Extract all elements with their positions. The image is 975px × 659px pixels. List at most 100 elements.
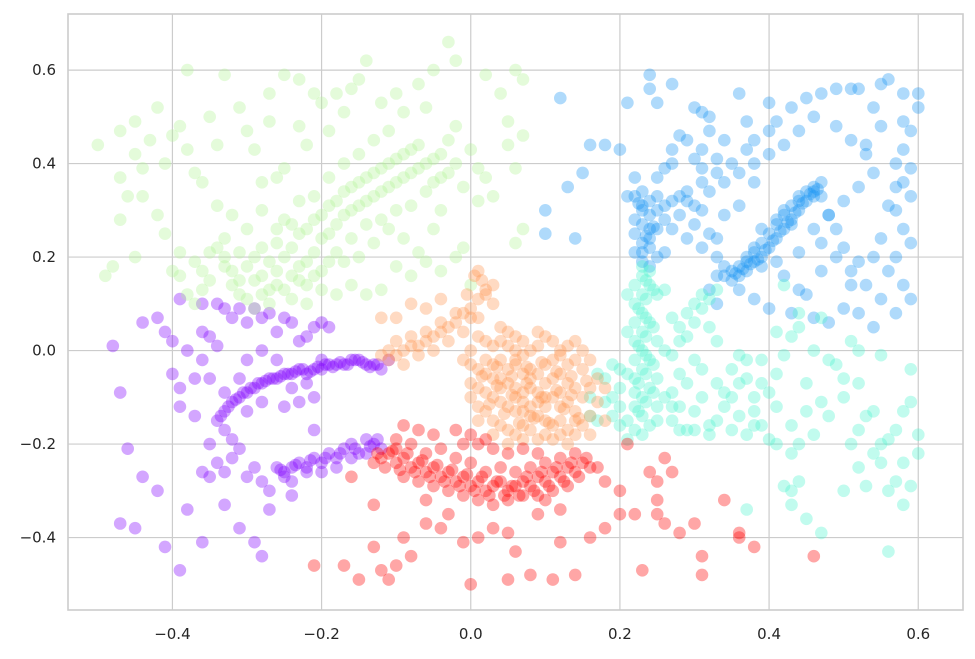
scatter-point	[404, 297, 418, 311]
scatter-point	[591, 395, 604, 409]
scatter-point	[285, 292, 299, 306]
scatter-point	[509, 428, 522, 442]
scatter-point	[736, 262, 750, 276]
scatter-point	[755, 260, 768, 273]
scatter-point	[427, 479, 440, 493]
x-tick-label: 0.4	[757, 625, 781, 643]
x-tick-label: 0.2	[608, 625, 632, 643]
scatter-point	[270, 222, 284, 236]
scatter-point	[263, 306, 276, 320]
scatter-point	[348, 353, 362, 367]
scatter-point	[710, 297, 724, 311]
scatter-point	[501, 447, 515, 460]
scatter-point	[121, 190, 134, 203]
scatter-point	[218, 498, 231, 512]
scatter-point	[229, 393, 243, 406]
scatter-point	[639, 348, 653, 362]
scatter-point	[337, 185, 351, 198]
scatter-point	[874, 456, 888, 470]
scatter-point	[837, 391, 850, 404]
scatter-point	[505, 388, 519, 402]
scatter-point	[852, 180, 865, 194]
scatter-point	[471, 381, 485, 395]
scatter-point	[501, 138, 515, 152]
scatter-point	[509, 344, 522, 357]
scatter-point	[337, 157, 351, 170]
scatter-point	[255, 475, 269, 488]
scatter-point	[785, 218, 798, 231]
scatter-point	[419, 334, 433, 348]
scatter-point	[636, 363, 649, 376]
scatter-point	[315, 208, 328, 222]
scatter-point	[680, 330, 694, 343]
scatter-point	[397, 419, 410, 432]
scatter-point	[501, 325, 515, 339]
series-5	[307, 419, 821, 591]
scatter-point	[307, 320, 321, 334]
scatter-point	[695, 143, 709, 156]
scatter-point	[740, 353, 753, 367]
scatter-point	[300, 138, 314, 152]
scatter-point	[912, 447, 925, 460]
scatter-point	[255, 176, 269, 189]
scatter-point	[650, 250, 664, 264]
scatter-point	[479, 353, 493, 367]
scatter-point	[475, 470, 489, 484]
scatter-point	[759, 243, 772, 257]
plot-frame	[67, 13, 964, 611]
scatter-point	[777, 208, 791, 222]
scatter-point	[859, 278, 873, 292]
scatter-point	[345, 82, 358, 96]
scatter-point	[494, 334, 507, 348]
scatter-point	[173, 246, 187, 259]
scatter-point	[322, 255, 336, 268]
scatter-point	[650, 493, 664, 507]
scatter-point	[453, 479, 466, 493]
scatter-point	[636, 391, 649, 404]
scatter-point	[397, 470, 410, 484]
scatter-point	[554, 348, 567, 362]
scatter-point	[255, 395, 269, 409]
scatter-point	[404, 143, 418, 156]
scatter-point	[307, 190, 321, 203]
scatter-point	[300, 255, 314, 268]
scatter-point	[546, 573, 560, 586]
scatter-point	[166, 367, 179, 381]
scatter-point	[419, 255, 433, 268]
scatter-point	[457, 489, 470, 502]
scatter-point	[800, 512, 813, 526]
scatter-point	[889, 306, 903, 320]
scatter-point	[486, 428, 500, 442]
scatter-point	[471, 162, 485, 175]
scatter-point	[554, 414, 567, 428]
scatter-point	[270, 353, 284, 367]
scatter-point	[322, 447, 336, 460]
scatter-point	[703, 185, 716, 198]
scatter-point	[427, 63, 440, 77]
scatter-point	[703, 110, 716, 124]
scatter-point	[755, 419, 768, 432]
scatter-point	[613, 381, 627, 395]
scatter-point	[520, 470, 533, 484]
scatter-point	[815, 395, 828, 409]
scatter-point	[360, 194, 373, 208]
scatter-point	[475, 370, 489, 383]
scatter-point	[196, 283, 209, 297]
scatter-point	[621, 414, 634, 428]
scatter-point	[248, 274, 261, 287]
scatter-point	[546, 391, 560, 404]
scatter-point	[471, 194, 485, 208]
scatter-point	[583, 428, 597, 442]
scatter-point	[718, 133, 731, 147]
scatter-point	[636, 246, 649, 259]
scatter-point	[762, 147, 776, 161]
scatter-point	[143, 133, 157, 147]
scatter-point	[255, 288, 269, 301]
scatter-point	[367, 133, 381, 147]
scatter-point	[546, 419, 560, 432]
scatter-point	[121, 442, 134, 456]
scatter-point	[740, 372, 753, 385]
scatter-point	[375, 162, 388, 175]
scatter-point	[479, 465, 493, 479]
scatter-point	[296, 363, 310, 376]
